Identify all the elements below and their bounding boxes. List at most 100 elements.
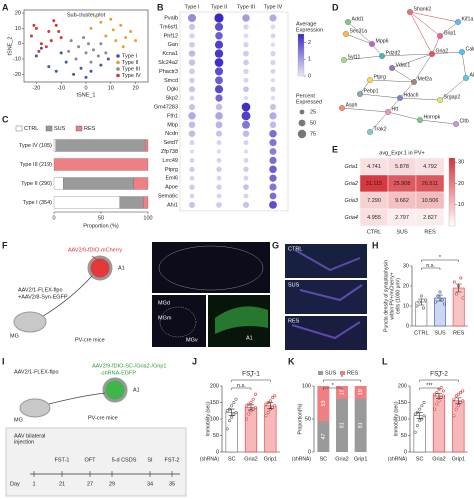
- mg-image: [152, 295, 206, 347]
- data-point: [454, 407, 458, 411]
- point: [64, 60, 68, 64]
- dot: [269, 103, 277, 111]
- comparison-label: *: [438, 375, 441, 381]
- dot: [269, 200, 277, 209]
- point: [89, 26, 93, 30]
- dot: [214, 58, 224, 67]
- dot: [215, 76, 223, 85]
- dot: [188, 121, 196, 129]
- data-point: [434, 300, 438, 304]
- legend-swatch: [45, 125, 53, 132]
- dot: [189, 33, 195, 39]
- gene-label: Fth1: [167, 113, 178, 119]
- legend-swatch: [116, 54, 120, 58]
- colorbar-tick-label: 1: [308, 57, 311, 63]
- dot: [269, 183, 277, 191]
- size-legend-label: Expressed: [296, 99, 322, 105]
- column-label: Type I: [185, 4, 200, 10]
- data-point: [459, 391, 463, 395]
- brain-outline: [158, 245, 264, 291]
- dot: [215, 94, 223, 102]
- dot: [269, 121, 277, 129]
- y-axis-label: Immobility (sec): [205, 401, 211, 436]
- dot: [214, 67, 224, 76]
- colorbar-label: Average: [296, 21, 316, 27]
- gene-label: Ahi1: [167, 202, 178, 208]
- point: [89, 60, 93, 64]
- point: [106, 57, 110, 61]
- network-node: [389, 65, 395, 71]
- comparison-label: n.s.: [237, 383, 246, 389]
- network-node: [367, 77, 373, 83]
- node-label: Calr: [466, 46, 474, 52]
- y-axis-label: Proportion(%): [297, 403, 303, 434]
- y-tick-label: 0: [406, 323, 409, 329]
- legend-swatch: [116, 73, 120, 78]
- source-region: [13, 311, 47, 333]
- y-axis-label: Immobility (sec): [393, 401, 399, 436]
- network-edge: [419, 119, 457, 125]
- bar-segment: [53, 139, 57, 152]
- network-node: [459, 49, 465, 55]
- comparison-label: *: [250, 375, 253, 381]
- dot: [189, 140, 195, 146]
- bar-segment: [317, 420, 330, 452]
- network-edge: [381, 53, 433, 57]
- schematic-i: AAV2/1-FLEX-flpo AAV2/9-fDIO-SC-/Gria2-/…: [5, 363, 187, 497]
- panel-label: I: [2, 356, 5, 366]
- point: [74, 57, 78, 61]
- region-label: MGm: [158, 315, 172, 321]
- dot: [270, 50, 276, 57]
- network-node: [417, 117, 423, 123]
- point: [54, 23, 58, 27]
- dot: [188, 59, 196, 66]
- x-tick-label: 0: [84, 85, 87, 91]
- chart-title: FST-1: [242, 371, 260, 378]
- dot: [215, 121, 223, 129]
- network-node: [385, 109, 391, 115]
- cell-label: 5.878: [395, 164, 409, 170]
- y-axis-label: tSNE_2: [7, 37, 13, 56]
- bar-segment: [145, 139, 149, 152]
- bar-segment: [53, 177, 64, 190]
- data-point: [439, 386, 443, 390]
- point: [59, 51, 63, 55]
- day-label: 27: [87, 481, 93, 487]
- point: [72, 72, 76, 76]
- data-point: [422, 400, 426, 404]
- gene-label: Gan: [168, 42, 178, 48]
- panel-label: D: [332, 2, 339, 12]
- network-node: [341, 57, 347, 63]
- day-label: 1: [32, 481, 35, 487]
- day-label: 29: [109, 481, 115, 487]
- point: [109, 17, 113, 21]
- network-edge: [431, 35, 441, 55]
- data-point: [433, 392, 437, 396]
- point: [111, 28, 115, 32]
- column-label: SUS: [396, 229, 408, 235]
- network-edge: [387, 111, 421, 121]
- column-label: Type II: [211, 4, 228, 10]
- data-point: [461, 296, 465, 300]
- gene-label: Setd7: [164, 140, 178, 146]
- column-label: Type III: [237, 4, 256, 10]
- y-tick-label: -20: [13, 72, 21, 78]
- x-tick-label: Gria2: [432, 456, 445, 462]
- dot: [216, 175, 222, 181]
- point: [104, 51, 108, 55]
- dot: [216, 149, 222, 154]
- region-label: A1: [118, 265, 125, 271]
- data-point: [273, 394, 277, 398]
- network-node: [437, 33, 443, 39]
- network-edge: [387, 97, 401, 113]
- gene-label: Apoe: [165, 185, 178, 191]
- network-edge: [439, 21, 459, 37]
- segment-label: 53: [321, 400, 327, 406]
- network-edge: [369, 79, 415, 83]
- x-tick-label: 10: [108, 85, 114, 91]
- bar-segment: [354, 398, 367, 452]
- segment-label: 19: [358, 389, 364, 395]
- bar-segment: [63, 177, 135, 190]
- bar: [244, 407, 258, 453]
